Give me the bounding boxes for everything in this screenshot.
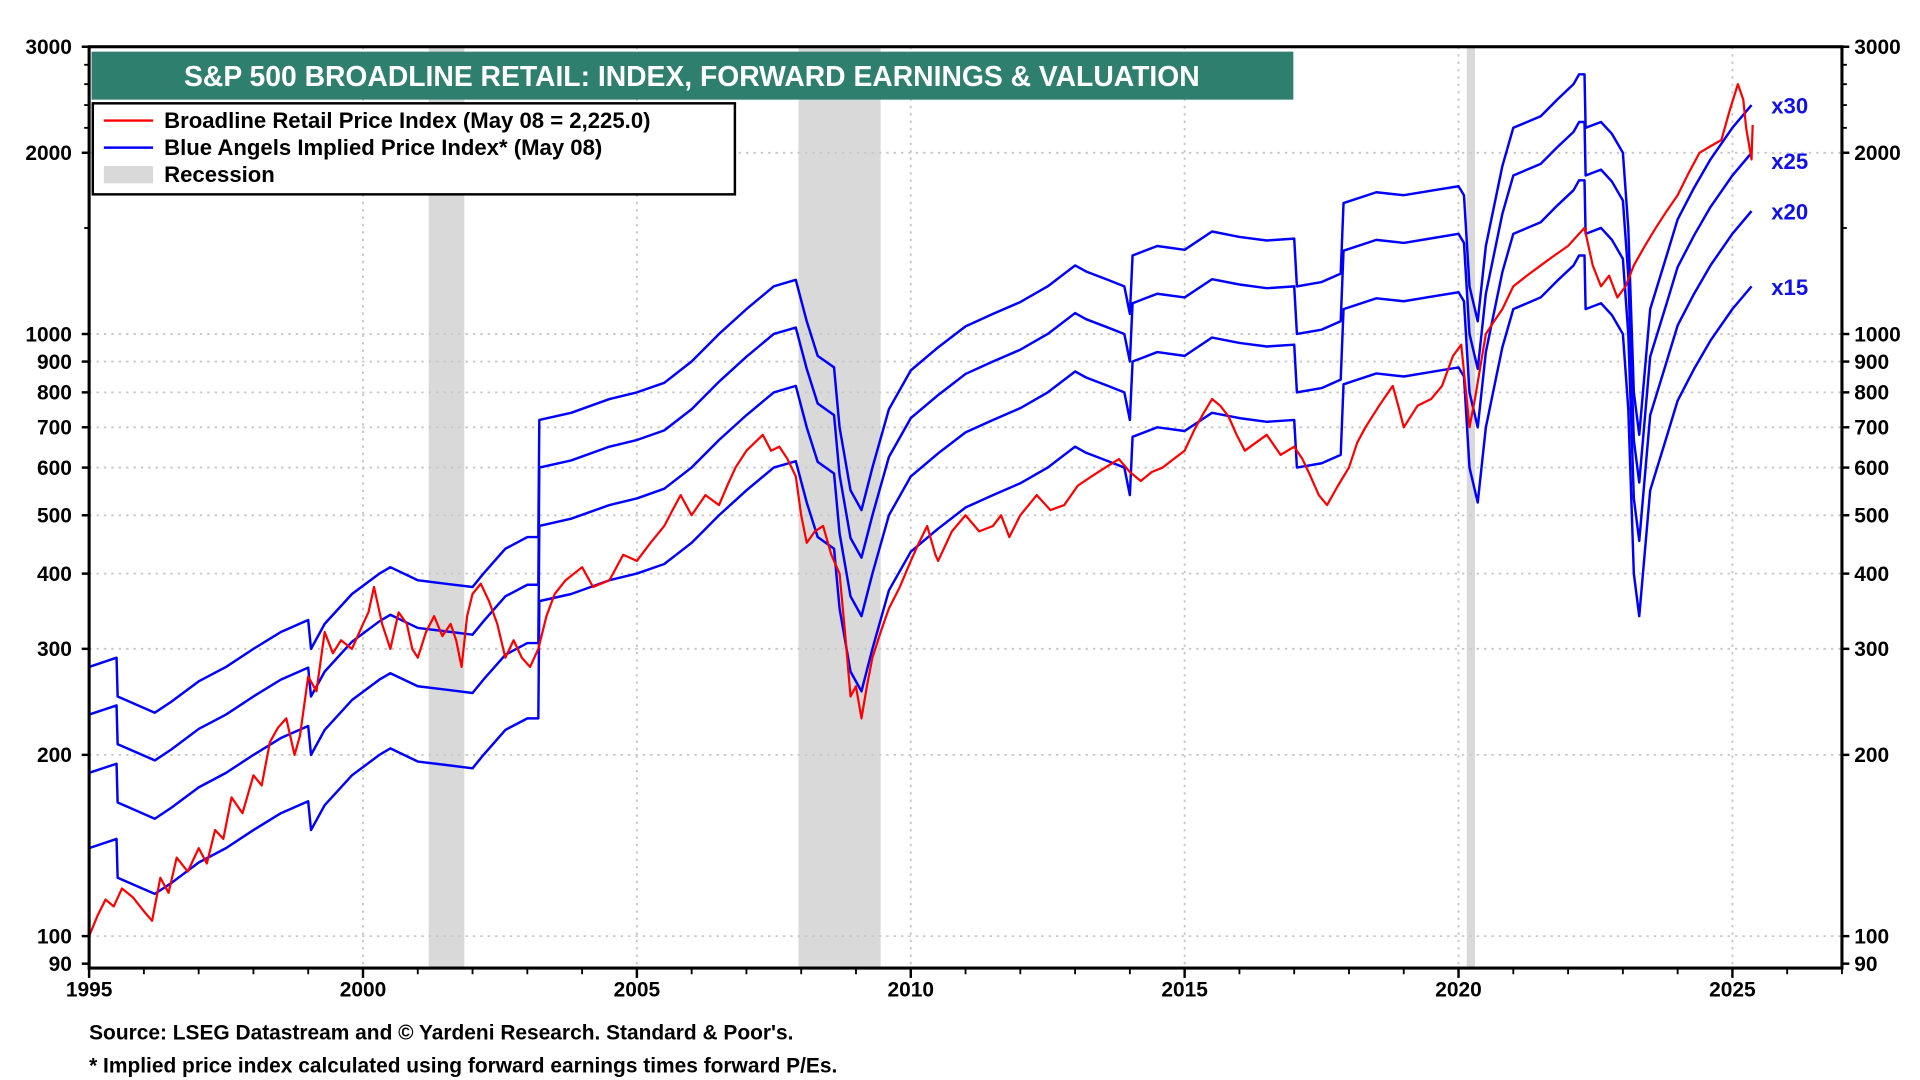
y-tick-label-left: 900 bbox=[37, 351, 72, 374]
gridlines bbox=[89, 46, 1842, 969]
x-tick-label: 2010 bbox=[888, 978, 935, 1001]
x-tick-label: 1995 bbox=[66, 978, 113, 1001]
implied-line-x30 bbox=[88, 73, 1753, 714]
recession-band bbox=[1466, 46, 1475, 969]
y-axis: 3000 3000 2000 2000 1000 1000 900 900 800 800 700 7… bbox=[25, 36, 1900, 976]
x-tick-label: 2015 bbox=[1161, 978, 1208, 1001]
chart-title: S&P 500 BROADLINE RETAIL: INDEX, FORWARD… bbox=[184, 60, 1200, 92]
y-tick-label-left: 200 bbox=[37, 744, 72, 767]
y-tick-label-right: 200 bbox=[1854, 744, 1889, 767]
multiple-label-x25: x25 bbox=[1771, 149, 1808, 174]
legend-label-implied: Blue Angels Implied Price Index* (May 08… bbox=[164, 135, 602, 160]
footnote: * Implied price index calculated using f… bbox=[89, 1055, 837, 1078]
legend-swatch-recession bbox=[103, 166, 154, 184]
recession-band bbox=[428, 46, 465, 969]
y-tick-label-right: 800 bbox=[1854, 382, 1889, 405]
x-axis: 1995 2000 2005 2010 2015 2020 2025 bbox=[66, 968, 1843, 1001]
y-tick-label-left: 90 bbox=[49, 953, 72, 976]
y-tick-label-left: 600 bbox=[37, 457, 72, 480]
y-tick-label-right: 2000 bbox=[1854, 142, 1901, 165]
recession-band bbox=[798, 46, 881, 969]
y-tick-label-right: 1000 bbox=[1854, 323, 1901, 346]
y-tick-label-right: 400 bbox=[1854, 563, 1889, 586]
implied-line-x20 bbox=[88, 179, 1753, 820]
y-tick-label-right: 700 bbox=[1854, 417, 1889, 440]
multiple-label-x30: x30 bbox=[1771, 94, 1808, 119]
y-tick-label-left: 100 bbox=[37, 925, 72, 948]
y-tick-label-right: 3000 bbox=[1854, 36, 1901, 59]
y-tick-label-left: 1000 bbox=[25, 323, 72, 346]
source-note: Source: LSEG Datastream and © Yardeni Re… bbox=[89, 1021, 793, 1044]
y-tick-label-left: 3000 bbox=[25, 36, 72, 59]
title-banner bbox=[91, 51, 1294, 100]
y-tick-label-left: 800 bbox=[37, 382, 72, 405]
y-tick-label-right: 500 bbox=[1854, 505, 1889, 528]
legend: Broadline Retail Price Index (May 08 = 2… bbox=[91, 102, 737, 196]
x-tick-label: 2025 bbox=[1709, 978, 1756, 1001]
y-tick-label-left: 400 bbox=[37, 563, 72, 586]
multiple-labels: x30 x25 x20 x15 bbox=[1771, 94, 1808, 300]
y-tick-label-left: 500 bbox=[37, 505, 72, 528]
x-tick-label: 2005 bbox=[614, 978, 661, 1001]
x-tick-label: 2020 bbox=[1435, 978, 1482, 1001]
y-tick-label-right: 600 bbox=[1854, 457, 1889, 480]
recession-bands bbox=[428, 46, 1475, 969]
implied-line-x25 bbox=[88, 120, 1753, 762]
implied-line-x15 bbox=[88, 254, 1753, 896]
y-tick-label-right: 900 bbox=[1854, 351, 1889, 374]
y-tick-label-left: 300 bbox=[37, 638, 72, 661]
y-tick-label-left: 2000 bbox=[25, 142, 72, 165]
multiple-label-x15: x15 bbox=[1771, 275, 1808, 300]
multiple-label-x20: x20 bbox=[1771, 200, 1808, 225]
implied-index-lines bbox=[88, 73, 1753, 896]
price-index-line bbox=[88, 83, 1754, 937]
legend-label-recession: Recession bbox=[164, 162, 275, 187]
y-tick-label-right: 90 bbox=[1854, 953, 1877, 976]
price-index-series bbox=[88, 83, 1754, 937]
legend-label-price: Broadline Retail Price Index (May 08 = 2… bbox=[164, 108, 650, 133]
x-tick-label: 2000 bbox=[340, 978, 387, 1001]
y-tick-label-left: 700 bbox=[37, 417, 72, 440]
y-tick-label-right: 100 bbox=[1854, 925, 1889, 948]
y-tick-label-right: 300 bbox=[1854, 638, 1889, 661]
